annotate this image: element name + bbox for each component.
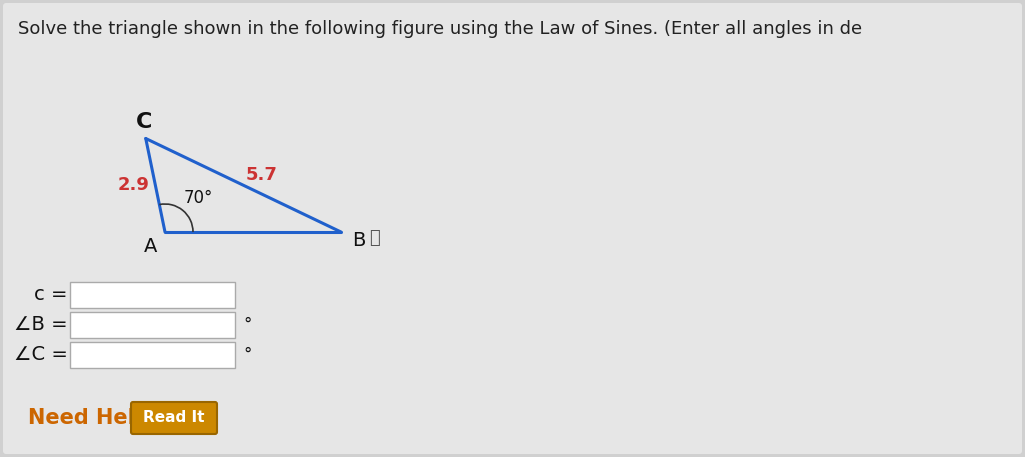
FancyBboxPatch shape (70, 342, 235, 368)
Text: °: ° (243, 316, 251, 334)
FancyBboxPatch shape (70, 312, 235, 338)
Text: c =: c = (35, 286, 68, 304)
Text: B: B (353, 230, 366, 250)
Text: C: C (135, 112, 152, 133)
FancyBboxPatch shape (131, 402, 217, 434)
Text: °: ° (243, 346, 251, 364)
Text: Need Help?: Need Help? (28, 408, 162, 428)
Text: ∠C =: ∠C = (14, 345, 68, 365)
Text: ⓘ: ⓘ (370, 229, 380, 247)
Text: 70°: 70° (184, 189, 213, 207)
FancyBboxPatch shape (70, 282, 235, 308)
Text: A: A (145, 237, 158, 255)
Text: Solve the triangle shown in the following figure using the Law of Sines. (Enter : Solve the triangle shown in the followin… (18, 20, 862, 38)
Text: Read It: Read It (144, 410, 205, 425)
Text: 5.7: 5.7 (245, 166, 278, 184)
FancyBboxPatch shape (3, 3, 1022, 454)
Text: 2.9: 2.9 (118, 176, 150, 194)
Text: ∠B =: ∠B = (14, 315, 68, 335)
